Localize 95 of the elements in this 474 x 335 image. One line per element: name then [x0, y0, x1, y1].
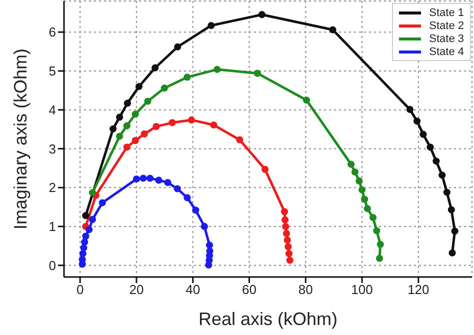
point — [406, 106, 414, 114]
point — [88, 216, 96, 224]
point — [285, 250, 293, 258]
point — [146, 174, 154, 182]
x-tick-label: 120 — [408, 282, 430, 298]
point — [132, 175, 140, 183]
legend-label: State 4 — [429, 46, 464, 58]
point — [132, 110, 139, 118]
point — [286, 256, 294, 264]
point — [184, 194, 191, 202]
point — [361, 196, 368, 203]
point — [140, 174, 147, 182]
point — [152, 64, 159, 72]
point — [116, 132, 124, 140]
point — [284, 243, 292, 250]
point — [205, 261, 212, 268]
point — [282, 230, 290, 238]
y-tick-label: 0 — [48, 258, 56, 273]
point — [192, 206, 200, 214]
point — [426, 144, 434, 151]
legend-label: State 1 — [429, 6, 464, 18]
y-tick-label: 5 — [48, 64, 56, 79]
point — [413, 118, 421, 125]
point — [200, 222, 208, 230]
point — [208, 22, 215, 30]
point — [160, 84, 168, 92]
point — [123, 144, 130, 151]
y-tick-label: 4 — [48, 102, 56, 118]
point — [358, 186, 366, 194]
point — [432, 158, 440, 165]
point — [373, 227, 380, 234]
point — [438, 172, 446, 179]
point — [81, 238, 88, 246]
point — [80, 244, 88, 252]
y-tick-label: 1 — [48, 219, 56, 234]
point — [144, 98, 152, 105]
point — [164, 178, 172, 186]
point — [79, 250, 86, 258]
x-tick-label: 60 — [242, 282, 256, 298]
point — [280, 208, 288, 216]
point — [364, 205, 371, 212]
point — [448, 249, 456, 256]
legend-label: State 2 — [429, 20, 464, 32]
y-tick-label: 3 — [48, 141, 56, 156]
point — [284, 236, 291, 244]
point — [214, 66, 221, 73]
y-axis-title: Imaginary axis (kOhm) — [10, 48, 30, 230]
point — [140, 130, 148, 138]
point — [369, 214, 377, 222]
point — [261, 166, 269, 173]
x-tick-label: 0 — [76, 282, 84, 298]
point — [135, 82, 143, 90]
point — [152, 123, 160, 130]
point — [258, 11, 266, 18]
point — [82, 212, 90, 220]
y-tick-label: 6 — [48, 24, 56, 40]
point — [448, 206, 455, 214]
point — [254, 70, 261, 77]
point — [174, 43, 182, 50]
x-tick-label: 40 — [186, 282, 200, 298]
point — [302, 96, 310, 104]
point — [376, 240, 384, 248]
point — [206, 242, 214, 249]
point — [88, 189, 96, 196]
point — [168, 119, 176, 126]
point — [236, 136, 244, 144]
point — [110, 125, 117, 132]
legend-label: State 3 — [429, 32, 464, 44]
point — [356, 177, 363, 185]
point — [451, 228, 458, 235]
point — [155, 176, 162, 184]
point — [443, 188, 450, 196]
point — [329, 26, 336, 34]
point — [98, 199, 106, 206]
x-tick-label: 100 — [351, 282, 373, 298]
x-tick-label: 20 — [129, 282, 144, 298]
point — [184, 74, 191, 81]
point — [123, 122, 130, 130]
x-axis-title: Real axis (kOhm) — [198, 309, 338, 329]
point — [282, 216, 289, 224]
point — [282, 222, 290, 230]
point — [210, 121, 218, 129]
point — [174, 185, 181, 192]
point — [82, 232, 90, 240]
point — [132, 137, 139, 144]
point — [124, 100, 131, 107]
point — [351, 168, 359, 176]
point — [188, 116, 195, 124]
y-tick-label: 2 — [48, 180, 56, 196]
point — [376, 254, 384, 262]
point — [116, 114, 124, 121]
x-tick-label: 80 — [298, 282, 313, 298]
point — [420, 130, 427, 138]
point — [347, 160, 355, 168]
point — [86, 226, 93, 234]
